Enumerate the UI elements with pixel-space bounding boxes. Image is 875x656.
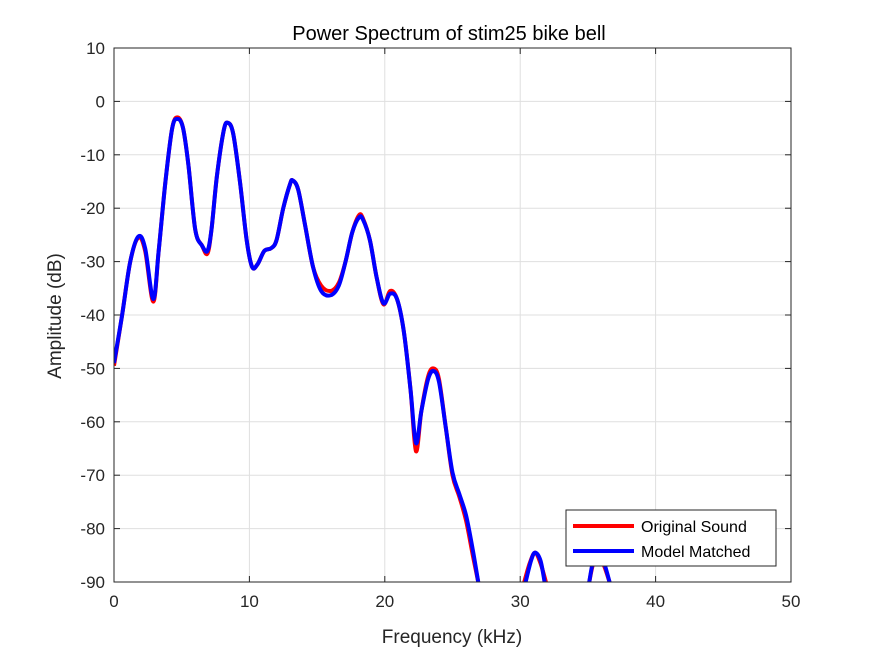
x-tick-label: 30 [511,592,530,611]
series-lines [114,115,612,582]
x-tick-label: 50 [782,592,801,611]
x-tick-label: 20 [375,592,394,611]
y-tick-label: -20 [80,199,105,218]
legend-label-model: Model Matched [641,544,750,561]
series-line-model-matched [114,116,481,582]
grid [113,47,792,583]
legend-label-original: Original Sound [641,519,747,536]
x-tick-label: 40 [646,592,665,611]
x-tick-label: 0 [109,592,118,611]
y-tick-label: -10 [80,146,105,165]
y-axis-label: Amplitude (dB) [45,253,66,379]
tick-labels: 0 10 20 30 40 50 10 0 -10 -20 -30 -40 -50 -60 -70 -80 -9… [80,39,800,611]
y-tick-label: -60 [80,413,105,432]
y-tick-label: -50 [80,359,105,378]
legend: Original Sound Model Matched [565,509,777,567]
x-tick-label: 10 [240,592,259,611]
chart-title: Power Spectrum of stim25 bike bell [292,23,605,45]
y-tick-label: -40 [80,306,105,325]
series-line-model-matched [523,550,547,582]
y-tick-label: -80 [80,520,105,539]
y-tick-label: -70 [80,466,105,485]
y-tick-label: -90 [80,573,105,592]
y-tick-label: 10 [86,39,105,58]
legend-box [565,509,777,567]
y-tick-label: -30 [80,253,105,272]
x-axis-label: Frequency (kHz) [382,627,522,648]
y-tick-label: 0 [96,92,105,111]
